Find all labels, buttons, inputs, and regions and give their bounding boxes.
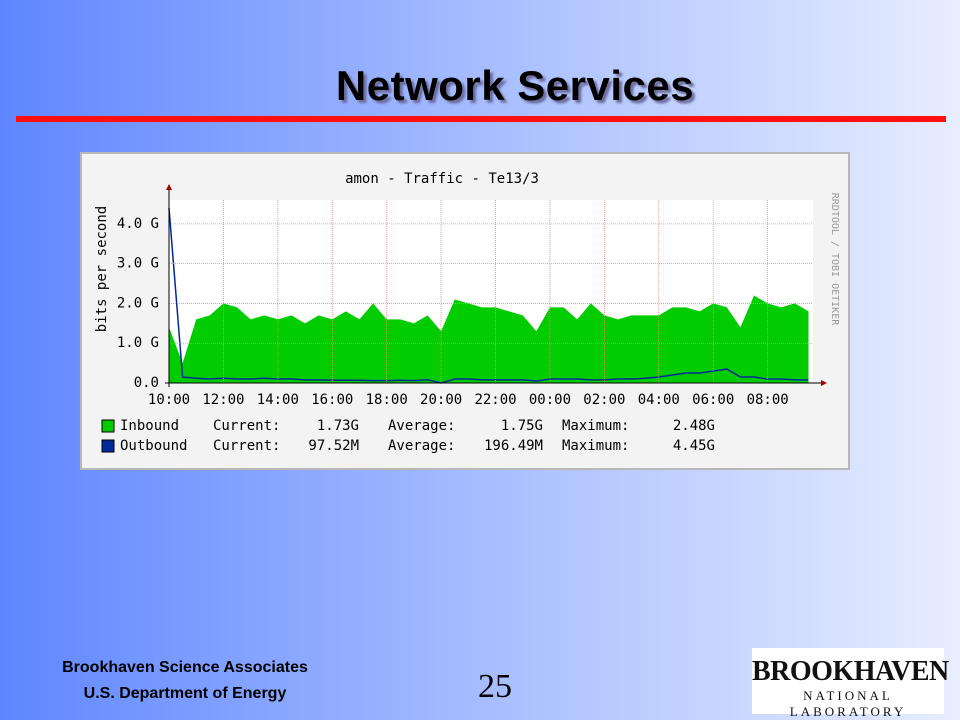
x-tick-label: 02:00: [583, 392, 625, 408]
chart: amon - Traffic - Te13/3 bits per second …: [82, 154, 848, 468]
legend-swatch: [101, 439, 115, 453]
y-axis-arrow: [166, 184, 172, 190]
legend-stat-label: Average:: [388, 438, 455, 454]
legend-label: Outbound: [120, 438, 187, 454]
x-tick-label: 16:00: [311, 392, 353, 408]
page-number: 25: [478, 668, 512, 705]
slide-title: Network Services: [335, 62, 695, 109]
side-label: RRDTOOL / TOBI OETIKER: [829, 193, 840, 326]
x-tick-label: 18:00: [366, 392, 408, 408]
y-tick-label: 1.0 G: [117, 335, 159, 351]
legend-stat-value: 97.52M: [308, 438, 359, 454]
x-tick-label: 08:00: [747, 392, 789, 408]
x-tick-label: 06:00: [692, 392, 734, 408]
x-axis-arrow: [821, 380, 827, 386]
x-tick-label: 22:00: [474, 392, 516, 408]
legend-stat-value: 196.49M: [484, 438, 543, 454]
legend-stat-label: Current:: [213, 438, 280, 454]
footer-org: Brookhaven Science Associates: [62, 659, 308, 676]
title-rule: [16, 116, 946, 122]
legend-label: Inbound: [120, 418, 179, 434]
legend-stat-label: Maximum:: [562, 418, 629, 434]
x-tick-label: 12:00: [202, 392, 244, 408]
y-tick-label: 2.0 G: [117, 295, 159, 311]
x-tick-label: 14:00: [257, 392, 299, 408]
legend-stat-value: 1.73G: [317, 418, 359, 434]
legend-stat-value: 2.48G: [673, 418, 715, 434]
footer-dept: U.S. Department of Energy: [83, 685, 287, 702]
inbound-area: [169, 295, 809, 383]
x-tick-label: 00:00: [529, 392, 571, 408]
legend-stat-label: Average:: [388, 418, 455, 434]
y-tick-label: 4.0 G: [117, 216, 159, 232]
x-tick-label: 10:00: [148, 392, 190, 408]
x-tick-label: 04:00: [638, 392, 680, 408]
logo-main: BROOKHAVEN: [752, 656, 949, 687]
y-tick-label: 3.0 G: [117, 256, 159, 272]
x-tick-label: 20:00: [420, 392, 462, 408]
outbound-line: [168, 207, 809, 384]
legend-stat-label: Current:: [213, 418, 280, 434]
legend-stat-value: 4.45G: [673, 438, 715, 454]
footer: Brookhaven Science Associates U.S. Depar…: [40, 655, 330, 707]
legend-stat-label: Maximum:: [562, 438, 629, 454]
logo: BROOKHAVEN NATIONAL LABORATORY: [752, 648, 949, 719]
chart-title: amon - Traffic - Te13/3: [345, 171, 539, 187]
legend-stat-value: 1.75G: [501, 418, 543, 434]
chart-frame: amon - Traffic - Te13/3 bits per second …: [80, 152, 850, 470]
legend-swatch: [101, 419, 115, 433]
logo-sub: NATIONAL LABORATORY: [789, 688, 907, 719]
y-axis-label: bits per second: [94, 206, 110, 332]
y-tick-label: 0.0: [134, 375, 159, 391]
